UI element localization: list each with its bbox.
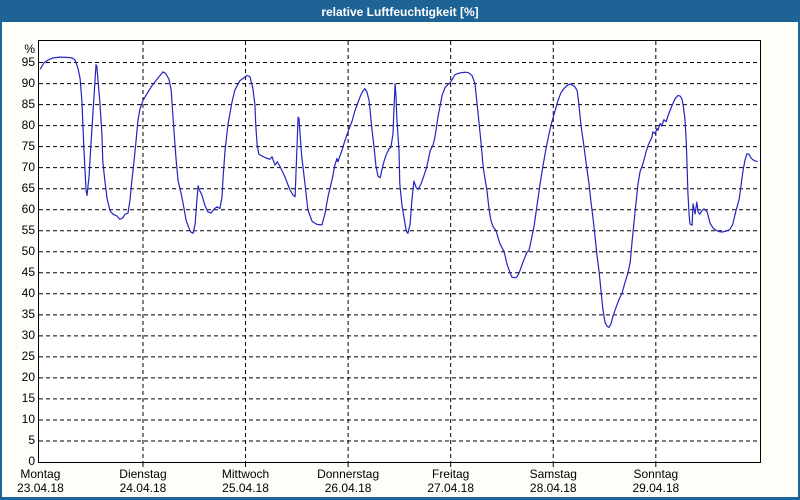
y-tick-label: 40 [21, 285, 35, 300]
y-tick-label: 50 [21, 243, 35, 258]
humidity-line [39, 56, 758, 328]
y-tick-label: 80 [21, 117, 35, 132]
day-date: 29.04.18 [632, 481, 680, 495]
y-tick-label: 5 [28, 432, 35, 447]
y-tick-label: 60 [21, 201, 35, 216]
y-tick-label: 45 [21, 264, 35, 279]
day-date: 26.04.18 [324, 481, 372, 495]
x-day-label: Dienstag 24.04.18 [88, 467, 198, 495]
day-date: 28.04.18 [529, 481, 577, 495]
window-title: relative Luftfeuchtigkeit [%] [321, 5, 479, 19]
y-tick-label: 70 [21, 159, 35, 174]
day-name: Donnerstag [317, 467, 380, 481]
day-name: Freitag [431, 467, 470, 481]
gridlines [39, 41, 760, 462]
x-axis-ticks [142, 462, 657, 467]
plot-area [38, 40, 761, 467]
day-name: Sonntag [633, 467, 679, 481]
day-date: 23.04.18 [17, 481, 64, 495]
x-day-label: Samstag 28.04.18 [498, 467, 608, 495]
y-tick-label: 0 [28, 454, 35, 468]
y-tick-label: 75 [21, 138, 35, 153]
day-date: 24.04.18 [119, 481, 167, 495]
y-tick-label: 30 [21, 327, 35, 342]
y-tick-label: 15 [21, 390, 35, 405]
y-tick-label: 55 [21, 222, 35, 237]
day-date: 27.04.18 [427, 481, 475, 495]
day-name: Samstag [529, 467, 577, 481]
x-day-label: Freitag 27.04.18 [396, 467, 506, 495]
y-tick-label: 10 [21, 411, 35, 426]
title-bar: relative Luftfeuchtigkeit [%] [2, 2, 798, 22]
day-date: 25.04.18 [222, 481, 269, 495]
y-tick-label: 90 [21, 75, 35, 90]
day-name: Dienstag [119, 467, 167, 481]
x-day-label: Donnerstag 26.04.18 [293, 467, 403, 495]
y-tick-label: 20 [21, 369, 35, 384]
day-name: Montag [20, 467, 61, 481]
y-axis-unit-label: % [24, 42, 35, 56]
y-tick-label: 65 [21, 180, 35, 195]
y-tick-label: 35 [21, 306, 35, 321]
x-day-label: Sonntag 29.04.18 [601, 467, 711, 495]
chart-canvas [39, 41, 760, 467]
y-tick-label: 85 [21, 96, 35, 111]
y-tick-label: 25 [21, 348, 35, 363]
x-day-label: Montag 23.04.18 [2, 467, 95, 495]
day-name: Mittwoch [221, 467, 270, 481]
x-day-label: Mittwoch 25.04.18 [191, 467, 301, 495]
y-tick-label: 95 [21, 54, 35, 69]
